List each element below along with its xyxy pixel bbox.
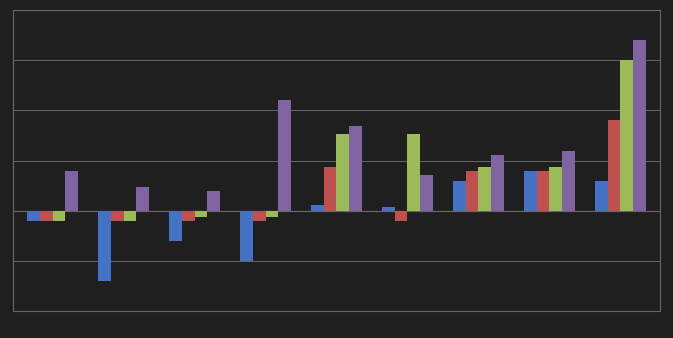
Bar xyxy=(98,211,111,281)
Bar xyxy=(52,211,65,221)
Bar xyxy=(182,211,194,221)
Bar xyxy=(137,187,149,211)
Bar xyxy=(491,154,504,211)
Bar xyxy=(194,211,207,217)
Bar xyxy=(207,191,220,211)
Bar xyxy=(253,211,266,221)
Bar xyxy=(266,211,278,217)
Bar xyxy=(336,135,349,211)
Bar xyxy=(27,211,40,221)
Bar xyxy=(311,205,324,211)
Bar xyxy=(65,171,78,211)
Bar xyxy=(562,150,575,211)
Bar xyxy=(111,211,124,221)
Bar xyxy=(466,171,479,211)
Bar xyxy=(536,171,549,211)
Bar xyxy=(124,211,137,221)
Bar xyxy=(633,40,646,211)
Bar xyxy=(420,175,433,211)
Bar xyxy=(382,207,395,211)
Bar xyxy=(621,60,633,211)
Bar xyxy=(453,180,466,211)
Bar xyxy=(40,211,52,221)
Bar xyxy=(595,180,608,211)
Bar xyxy=(349,126,362,211)
Bar xyxy=(324,167,336,211)
Bar xyxy=(395,211,407,221)
Bar xyxy=(524,171,536,211)
Bar xyxy=(608,120,621,211)
Bar xyxy=(278,100,291,211)
Bar xyxy=(169,211,182,241)
Bar xyxy=(240,211,253,261)
Bar xyxy=(549,167,562,211)
Bar xyxy=(479,167,491,211)
Bar xyxy=(407,135,420,211)
